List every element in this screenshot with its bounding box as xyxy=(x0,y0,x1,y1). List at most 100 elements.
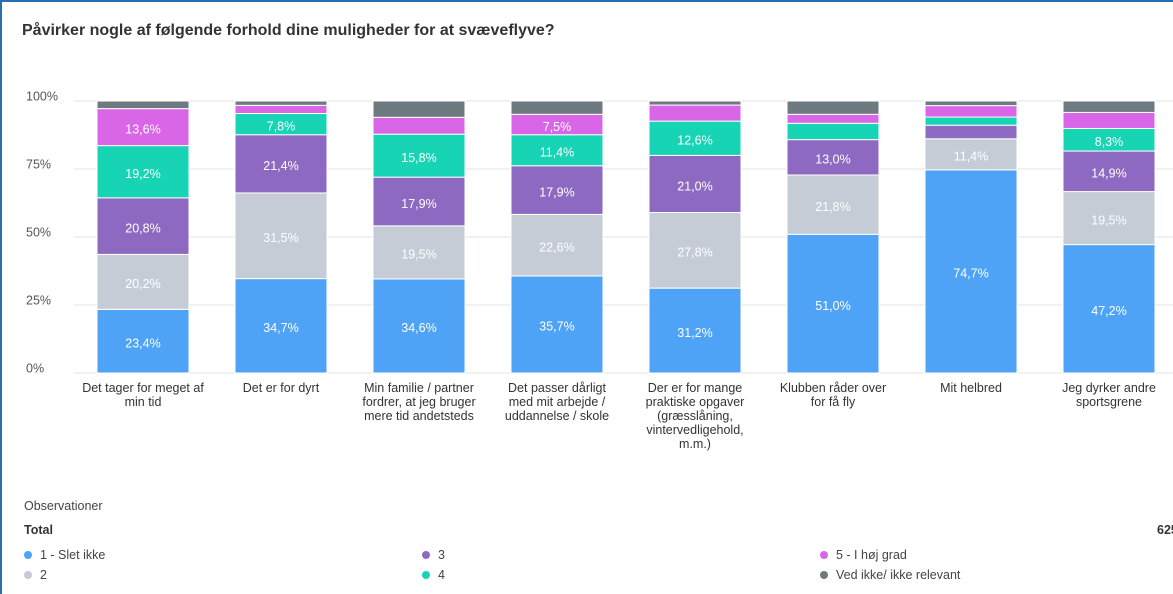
value-label: 12,6% xyxy=(677,134,712,148)
total-value: 625 xyxy=(1157,523,1173,537)
bar-segment xyxy=(924,124,1018,140)
legend-swatch xyxy=(422,571,430,579)
value-label: 27,8% xyxy=(677,246,712,260)
bar-segment xyxy=(372,116,466,135)
legend-label: Ved ikke/ ikke relevant xyxy=(836,568,961,582)
y-tick-label: 50% xyxy=(26,225,51,239)
value-label: 31,2% xyxy=(677,326,712,340)
bar-segment xyxy=(510,165,604,215)
bar-segment xyxy=(648,120,742,156)
x-tick-label: Det passer dårligt med mit arbejde / udd… xyxy=(504,381,610,423)
bar-segment xyxy=(1062,244,1156,374)
legend-label: 3 xyxy=(438,548,445,562)
value-label: 7,5% xyxy=(543,120,572,134)
value-label: 8,3% xyxy=(1095,135,1124,149)
x-tick-label: Det tager for meget af min tid xyxy=(82,381,204,409)
value-label: 21,4% xyxy=(263,159,298,173)
bar-segment xyxy=(372,225,466,280)
bar-segment xyxy=(1062,100,1156,113)
value-label: 11,4% xyxy=(954,150,989,164)
bar-segment xyxy=(96,253,190,310)
legend-swatch xyxy=(820,571,828,579)
value-label: 19,2% xyxy=(125,167,160,181)
legend-item: 4 xyxy=(422,568,445,582)
legend-swatch xyxy=(24,571,32,579)
legend-item: 1 - Slet ikke xyxy=(24,548,105,562)
value-label: 23,4% xyxy=(125,336,160,350)
legend-swatch xyxy=(422,551,430,559)
bar-segment xyxy=(510,213,604,277)
bar-segment xyxy=(234,100,328,106)
bar-segment xyxy=(924,105,1018,118)
bar-segment xyxy=(648,212,742,289)
value-label: 74,7% xyxy=(953,267,988,281)
legend-item: 5 - I høj grad xyxy=(820,548,907,562)
legend-label: 1 - Slet ikke xyxy=(40,548,106,562)
bar-segment xyxy=(1062,150,1156,193)
value-label: 34,6% xyxy=(401,321,436,335)
x-tick-label: Klubben råder over for få fly xyxy=(779,381,887,409)
legend-swatch xyxy=(820,551,828,559)
bar-segment xyxy=(648,154,742,214)
bar-segment xyxy=(96,145,190,199)
bar-segment xyxy=(510,134,604,167)
bar-segment xyxy=(234,278,328,374)
bar-segment xyxy=(648,287,742,374)
bar-segment xyxy=(96,108,190,147)
bar-segment xyxy=(786,139,880,176)
y-tick-label: 25% xyxy=(26,293,51,307)
bar-segment xyxy=(924,100,1018,107)
total-label: Total xyxy=(24,523,53,537)
bar-segment xyxy=(648,100,742,106)
bar-segment xyxy=(924,116,1018,126)
bar-segment xyxy=(96,100,190,110)
bar-segment xyxy=(96,308,190,374)
observations-label: Observationer xyxy=(24,499,103,513)
bar-segment xyxy=(1062,111,1156,129)
value-label: 20,2% xyxy=(125,277,160,291)
x-tick-label: Jeg dyrker andre sportsgrene xyxy=(1062,381,1156,409)
chart-title: Påvirker nogle af følgende forhold dine … xyxy=(22,22,555,39)
legend-item: Ved ikke/ ikke relevant xyxy=(820,568,960,582)
bar-segment xyxy=(786,122,880,141)
value-label: 17,9% xyxy=(401,197,436,211)
bar-segment xyxy=(648,104,742,122)
value-label: 31,5% xyxy=(263,231,298,245)
bar-segment xyxy=(234,104,328,115)
x-tick-label: Der er for mange praktiske opgaver (græs… xyxy=(645,381,745,451)
bar-segment xyxy=(372,100,466,118)
legend-label: 2 xyxy=(40,568,47,582)
value-label: 15,8% xyxy=(401,151,436,165)
value-label: 20,8% xyxy=(125,221,160,235)
bar-segment xyxy=(786,113,880,124)
value-label: 17,9% xyxy=(539,185,574,199)
legend-item: 2 xyxy=(24,568,47,582)
bar-segment xyxy=(372,278,466,374)
x-tick-label: Mit helbred xyxy=(940,381,1002,395)
value-label: 51,0% xyxy=(815,299,850,313)
x-tick-label: Min familie / partner fordrer, at jeg br… xyxy=(362,381,476,423)
bar-segment xyxy=(372,133,466,178)
value-label: 13,0% xyxy=(815,153,850,167)
bar-segment xyxy=(510,275,604,374)
bar-segment xyxy=(786,100,880,115)
bar-segment xyxy=(924,138,1018,171)
value-label: 21,0% xyxy=(677,179,712,193)
value-label: 21,8% xyxy=(815,200,850,214)
value-label: 14,9% xyxy=(1091,167,1126,181)
x-tick-label: Det er for dyrt xyxy=(242,381,320,395)
value-label: 19,5% xyxy=(1091,213,1126,227)
legend-label: 5 - I høj grad xyxy=(836,548,907,562)
value-label: 19,5% xyxy=(401,248,436,262)
y-tick-label: 75% xyxy=(26,157,51,171)
value-label: 7,8% xyxy=(267,119,296,133)
value-label: 35,7% xyxy=(539,320,574,334)
value-label: 47,2% xyxy=(1091,304,1126,318)
legend-item: 3 xyxy=(422,548,445,562)
bar-segment xyxy=(372,176,466,227)
bar-segment xyxy=(924,169,1018,374)
y-tick-label: 100% xyxy=(26,89,58,103)
legend-label: 4 xyxy=(438,568,445,582)
